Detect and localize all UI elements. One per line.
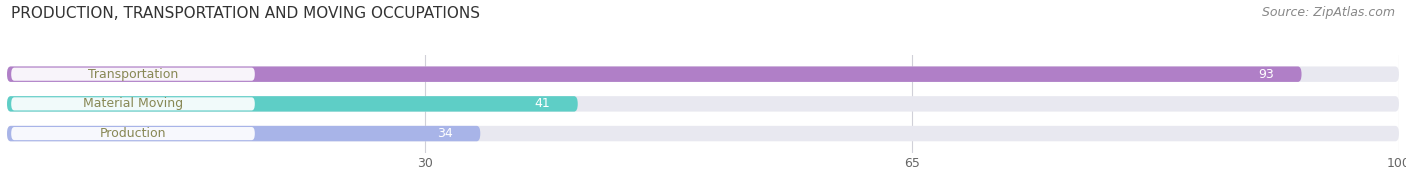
Text: Source: ZipAtlas.com: Source: ZipAtlas.com — [1261, 6, 1395, 19]
FancyBboxPatch shape — [7, 96, 1399, 112]
Text: PRODUCTION, TRANSPORTATION AND MOVING OCCUPATIONS: PRODUCTION, TRANSPORTATION AND MOVING OC… — [11, 6, 481, 21]
Text: Production: Production — [100, 127, 166, 140]
FancyBboxPatch shape — [7, 66, 1302, 82]
Text: 41: 41 — [534, 97, 550, 110]
FancyBboxPatch shape — [7, 66, 1399, 82]
FancyBboxPatch shape — [7, 126, 1399, 141]
FancyBboxPatch shape — [11, 97, 254, 110]
Text: 93: 93 — [1258, 68, 1274, 81]
FancyBboxPatch shape — [7, 96, 578, 112]
FancyBboxPatch shape — [11, 127, 254, 140]
Text: 34: 34 — [437, 127, 453, 140]
Text: Material Moving: Material Moving — [83, 97, 183, 110]
FancyBboxPatch shape — [7, 126, 481, 141]
FancyBboxPatch shape — [11, 68, 254, 81]
Text: Transportation: Transportation — [89, 68, 179, 81]
